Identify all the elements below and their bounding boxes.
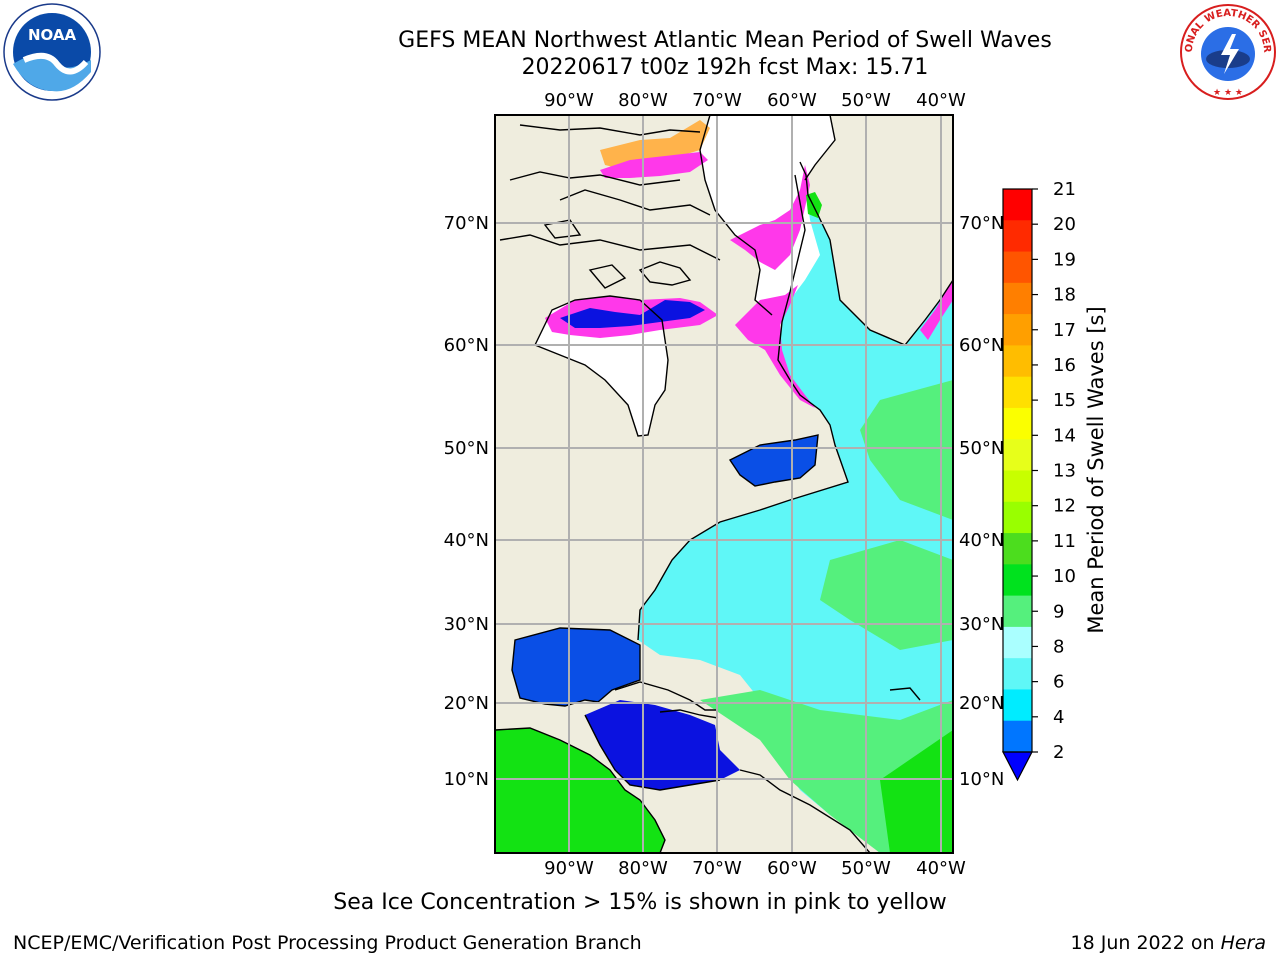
footer-system: Hera xyxy=(1220,932,1266,954)
colorbar xyxy=(1002,188,1033,782)
nws-logo: NATIONAL WEATHER SERVICE ★ ★ ★ xyxy=(1178,2,1276,100)
lon-label-bottom: 40°W xyxy=(916,858,966,879)
colorbar-tick-label: 11 xyxy=(1053,531,1076,552)
lon-labels-top: 90°W 80°W 70°W 60°W 50°W 40°W xyxy=(544,90,966,111)
colorbar-band xyxy=(1003,689,1032,722)
lat-label-left: 70°N xyxy=(444,213,489,234)
colorbar-tick-label: 17 xyxy=(1053,320,1076,341)
lat-label-right: 10°N xyxy=(959,769,1004,790)
colorbar-tick-label: 2 xyxy=(1053,742,1064,763)
colorbar-tick-label: 12 xyxy=(1053,496,1076,517)
ocean-green-patch-north xyxy=(860,380,953,520)
colorbar-band xyxy=(1003,658,1032,690)
sea-ice-edge-arctic-orange xyxy=(600,120,710,170)
lat-label-right: 70°N xyxy=(959,213,1004,234)
colorbar-band xyxy=(1003,595,1032,628)
lon-label-bottom: 50°W xyxy=(841,858,891,879)
colorbar-band xyxy=(1003,282,1032,315)
sea-ice-edge-greenland-east xyxy=(920,280,953,340)
colorbar-tick-label: 21 xyxy=(1053,179,1076,200)
footer-right-date: 18 Jun 2022 on Hera xyxy=(1071,932,1266,954)
lon-label-top: 90°W xyxy=(544,90,594,111)
lat-labels-left: 70°N 60°N 50°N 40°N 30°N 20°N 10°N xyxy=(444,213,489,790)
colorbar-tick-label: 20 xyxy=(1053,214,1076,235)
lon-label-top: 70°W xyxy=(692,90,742,111)
colorbar-band xyxy=(1003,220,1032,253)
lat-label-left: 30°N xyxy=(444,614,489,635)
colorbar-band xyxy=(1003,626,1032,659)
lat-label-right: 50°N xyxy=(959,438,1004,459)
lon-label-bottom: 70°W xyxy=(692,858,742,879)
ocean-bright-green-patch xyxy=(880,730,953,853)
lon-label-top: 60°W xyxy=(767,90,817,111)
colorbar-tick-label: 15 xyxy=(1053,390,1076,411)
colorbar-band xyxy=(1003,189,1032,221)
lon-label-bottom: 60°W xyxy=(767,858,817,879)
sea-ice-edge-arctic xyxy=(600,152,708,178)
sea-ice-edge-baffin xyxy=(730,165,810,270)
lon-label-top: 80°W xyxy=(618,90,668,111)
coastlines xyxy=(495,115,953,853)
colorbar-tick-label: 19 xyxy=(1053,249,1076,270)
colorbar-band xyxy=(1003,345,1032,378)
lat-label-left: 20°N xyxy=(444,693,489,714)
gulf-of-mexico-area xyxy=(512,628,640,706)
colorbar-band xyxy=(1003,439,1032,471)
chart-title: GEFS MEAN Northwest Atlantic Mean Period… xyxy=(398,28,1052,53)
chart-subtitle: 20220617 t00z 192h fcst Max: 15.71 xyxy=(521,55,929,80)
colorbar-ticks: 21 20 19 18 17 16 15 14 13 12 11 10 9 8 6 4 2 xyxy=(1032,179,1076,763)
sea-ice-edge-labrador xyxy=(735,285,815,408)
colorbar-band xyxy=(1003,407,1032,440)
pacific-ocean-area xyxy=(495,728,665,853)
map-frame xyxy=(494,114,954,854)
colorbar-band xyxy=(1003,470,1032,503)
lat-label-right: 60°N xyxy=(959,335,1004,356)
lon-label-bottom: 80°W xyxy=(618,858,668,879)
sea-ice-note: Sea Ice Concentration > 15% is shown in … xyxy=(333,890,947,915)
footer-left-credit: NCEP/EMC/Verification Post Processing Pr… xyxy=(13,932,642,954)
lon-label-top: 40°W xyxy=(916,90,966,111)
lat-label-left: 10°N xyxy=(444,769,489,790)
lon-labels-bottom: 90°W 80°W 70°W 60°W 50°W 40°W xyxy=(544,858,966,879)
colorbar-tick-label: 16 xyxy=(1053,355,1076,376)
colorbar-band xyxy=(1003,314,1032,346)
colorbar-band xyxy=(1003,376,1032,409)
colorbar-band xyxy=(1003,564,1032,597)
lat-label-right: 20°N xyxy=(959,693,1004,714)
footer-date: 18 Jun 2022 on xyxy=(1070,932,1221,954)
colorbar-tick-label: 14 xyxy=(1053,425,1076,446)
colorbar-band xyxy=(1003,251,1032,284)
lat-labels-right: 70°N 60°N 50°N 40°N 30°N 20°N 10°N xyxy=(959,213,1004,790)
noaa-logo-text: NOAA xyxy=(28,26,77,44)
ocean-green-patch-mid xyxy=(820,540,953,650)
colorbar-tick-label: 4 xyxy=(1053,707,1064,728)
hudson-strait-blue xyxy=(560,300,705,328)
lat-label-left: 50°N xyxy=(444,438,489,459)
noaa-logo: NOAA xyxy=(3,3,101,101)
caribbean-sea-area xyxy=(585,700,740,790)
svg-text:★ ★ ★: ★ ★ ★ xyxy=(1213,88,1243,98)
colorbar-band xyxy=(1003,720,1032,753)
lat-label-left: 40°N xyxy=(444,530,489,551)
lat-label-right: 40°N xyxy=(959,530,1004,551)
lat-label-right: 30°N xyxy=(959,614,1004,635)
colorbar-band xyxy=(1003,533,1032,565)
colorbar-extend-arrow xyxy=(1002,751,1033,782)
colorbar-label: Mean Period of Swell Waves [s] xyxy=(1084,306,1108,634)
colorbar-band xyxy=(1003,501,1032,534)
colorbar-tick-label: 9 xyxy=(1053,601,1064,622)
lon-label-bottom: 90°W xyxy=(544,858,594,879)
graticule xyxy=(495,115,953,853)
lon-label-top: 50°W xyxy=(841,90,891,111)
atlantic-ocean-area xyxy=(638,162,953,853)
lat-label-left: 60°N xyxy=(444,335,489,356)
colorbar-tick-label: 18 xyxy=(1053,285,1076,306)
colorbar-tick-label: 8 xyxy=(1053,636,1064,657)
colorbar-tick-label: 10 xyxy=(1053,566,1076,587)
colorbar-tick-label: 13 xyxy=(1053,461,1076,482)
colorbar-tick-label: 6 xyxy=(1053,672,1064,693)
